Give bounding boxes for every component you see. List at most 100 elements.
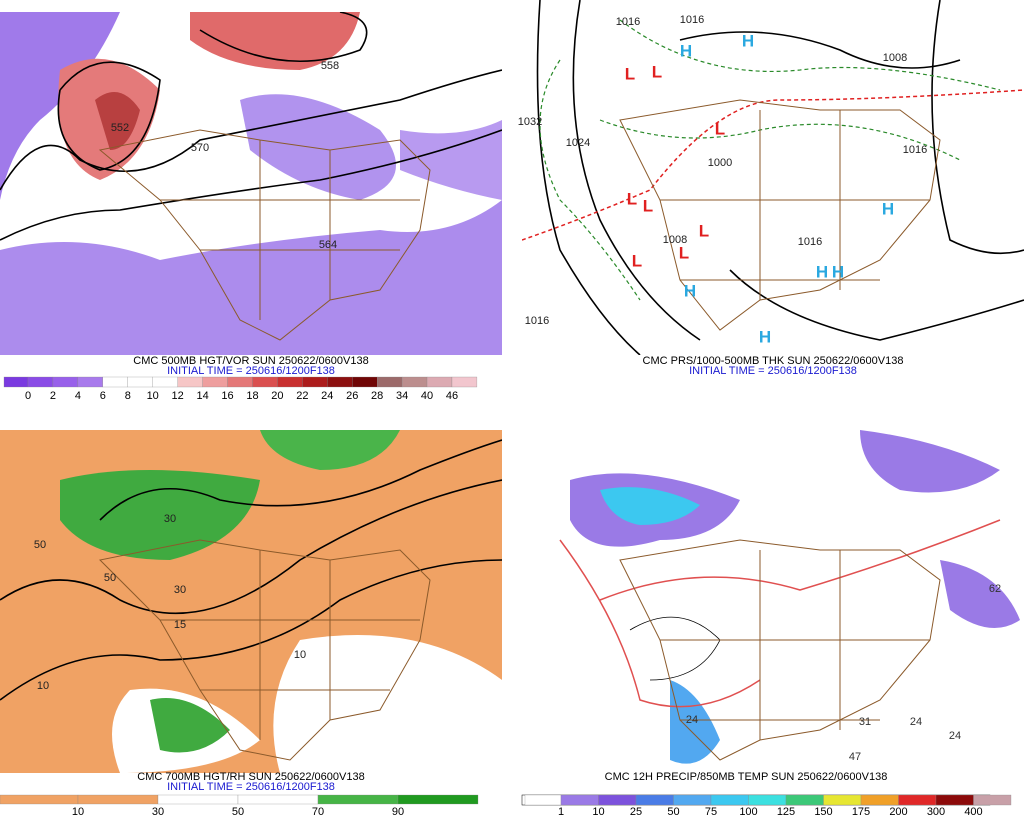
colorbar-label: 46 — [446, 390, 458, 402]
colorbar-label: 50 — [232, 806, 244, 818]
colorbar-label: 16 — [221, 390, 233, 402]
colorbar-label: 300 — [927, 806, 945, 818]
colorbar-label: 175 — [852, 806, 870, 818]
contour-label: 1016 — [525, 315, 549, 327]
high-center: H — [816, 262, 828, 281]
colorbar-label: 50 — [667, 806, 679, 818]
contour-label: 30 — [174, 584, 186, 596]
colorbar-label: 6 — [100, 390, 106, 402]
colorbar-swatch — [237, 794, 319, 805]
colorbar-swatch — [860, 794, 899, 806]
colorbar-swatch — [635, 794, 674, 806]
contour-label: 1016 — [903, 144, 927, 156]
colorbar-swatch — [973, 794, 1012, 806]
colorbar-label: 22 — [296, 390, 308, 402]
colorbar-label: 14 — [196, 390, 208, 402]
contour-label: 1000 — [708, 157, 732, 169]
high-center: H — [742, 31, 754, 50]
colorbar-swatch — [102, 376, 128, 388]
initial-time: INITIAL TIME = 250616/1200F138 — [167, 365, 335, 377]
colorbar-label: 0 — [25, 390, 31, 402]
high-center: H — [832, 262, 844, 281]
colorbar-label: 12 — [172, 390, 184, 402]
contour-label: 10 — [37, 680, 49, 692]
high-center: H — [759, 327, 771, 346]
colorbar-swatch — [397, 794, 479, 805]
colorbar-label: 100 — [739, 806, 757, 818]
map-caption: CMC PRS/1000-500MB THK SUN 250622/0600V1… — [643, 355, 904, 367]
colorbar-swatch — [277, 376, 303, 388]
map-caption: CMC 500MB HGT/VOR SUN 250622/0600V138 — [133, 355, 368, 367]
colorbar-swatch — [560, 794, 599, 806]
colorbar-label: 70 — [312, 806, 324, 818]
map-surface-pressure — [522, 0, 1024, 355]
colorbar-swatch — [27, 376, 54, 388]
contour-label: 30 — [164, 513, 176, 525]
contour-label: 1008 — [883, 52, 907, 64]
contour-label: 1024 — [566, 137, 590, 149]
colorbar-label: 10 — [72, 806, 84, 818]
low-center: L — [627, 189, 637, 208]
map-precip — [522, 430, 1020, 773]
colorbar-label: 34 — [396, 390, 408, 402]
colorbar-label: 18 — [246, 390, 258, 402]
contour-label: 558 — [321, 60, 339, 72]
colorbar-label: 30 — [152, 806, 164, 818]
colorbar-swatch — [227, 376, 253, 388]
colorbar-label: 40 — [421, 390, 433, 402]
colorbar-label: 24 — [321, 390, 333, 402]
contour-label: 552 — [111, 122, 129, 134]
low-center: L — [643, 196, 653, 215]
colorbar-label: 25 — [630, 806, 642, 818]
contour-label: 24 — [686, 714, 698, 726]
colorbar-swatch — [785, 794, 824, 806]
low-center: L — [715, 119, 725, 138]
initial-time: INITIAL TIME = 250616/1200F138 — [689, 365, 857, 377]
colorbar-swatch — [401, 376, 428, 388]
colorbar-label: 90 — [392, 806, 404, 818]
colorbar-swatch — [823, 794, 862, 806]
low-center: L — [632, 251, 642, 270]
colorbar-swatch — [935, 794, 974, 806]
colorbar-label: 20 — [271, 390, 283, 402]
map-caption: CMC 700MB HGT/RH SUN 250622/0600V138 — [137, 771, 364, 783]
contour-label: 1016 — [680, 14, 704, 26]
high-center: H — [882, 199, 894, 218]
colorbar-label: 1 — [558, 806, 564, 818]
colorbar-swatch — [352, 376, 378, 388]
colorbar-swatch — [317, 794, 399, 805]
colorbar-swatch — [0, 794, 79, 805]
colorbar-swatch — [252, 376, 278, 388]
colorbar-swatch — [52, 376, 79, 388]
colorbar-swatch — [426, 376, 453, 388]
colorbar-label: 125 — [777, 806, 795, 818]
colorbar-swatch — [898, 794, 937, 806]
low-center: L — [699, 221, 709, 240]
colorbar-swatch — [710, 794, 749, 806]
contour-label: 24 — [910, 716, 922, 728]
contour-label: 50 — [34, 539, 46, 551]
colorbar-swatch — [598, 794, 637, 806]
colorbar-label: 10 — [592, 806, 604, 818]
colorbar-swatch — [77, 376, 103, 388]
colorbar-swatch — [77, 794, 159, 805]
colorbar-swatch — [451, 376, 478, 388]
contour-label: 31 — [859, 716, 871, 728]
colorbar-swatch — [202, 376, 228, 388]
colorbar-label: 150 — [814, 806, 832, 818]
contour-label: 10 — [294, 649, 306, 661]
contour-label: 570 — [191, 142, 209, 154]
colorbar-label: 28 — [371, 390, 383, 402]
colorbar-swatch — [377, 376, 403, 388]
contour-label: 1032 — [518, 116, 542, 128]
contour-label: 47 — [849, 751, 861, 763]
contour-label: 1016 — [798, 236, 822, 248]
contour-label: 1008 — [663, 234, 687, 246]
contour-label: 24 — [949, 730, 961, 742]
colorbar-swatch — [302, 376, 328, 388]
map-700mb — [0, 430, 502, 773]
colorbar-label: 400 — [964, 806, 982, 818]
low-center: L — [679, 243, 689, 262]
contour-label: 50 — [104, 572, 116, 584]
